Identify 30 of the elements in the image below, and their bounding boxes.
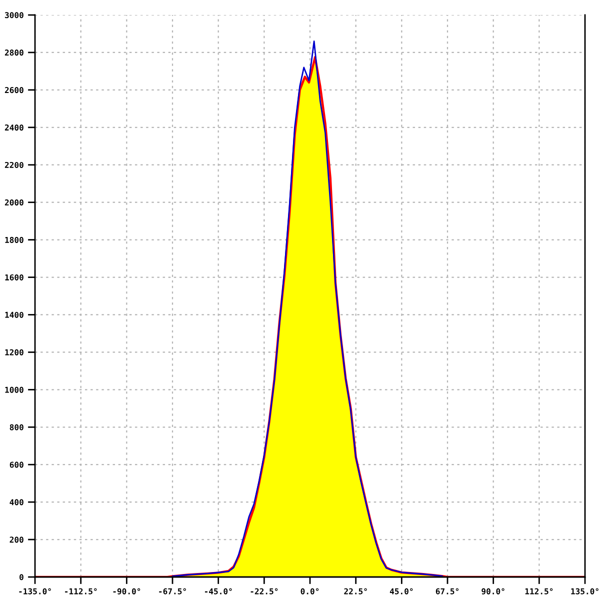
- x-tick-label: 90.0°: [482, 588, 504, 594]
- y-tick-label: 2600: [4, 87, 24, 94]
- y-tick-label: 2400: [4, 124, 24, 131]
- x-tick-label: -90.0°: [113, 588, 140, 594]
- x-tick-label: -135.0°: [19, 588, 51, 594]
- y-tick-label: 200: [10, 536, 24, 543]
- x-tick-label: -45.0°: [204, 588, 232, 594]
- y-tick-label: 1600: [5, 274, 24, 280]
- y-tick-label: 3000: [4, 12, 24, 18]
- x-tick-label: 45.0°: [390, 588, 413, 594]
- y-tick-label: 2200: [4, 162, 24, 168]
- y-tick-label: 1200: [5, 349, 24, 356]
- y-tick-label: 1000: [5, 386, 24, 393]
- x-tick-label: 112.5°: [525, 588, 553, 594]
- y-tick-label: 0: [20, 574, 24, 580]
- y-tick-label: 1400: [5, 312, 24, 318]
- x-tick-label: -22.5°: [250, 588, 278, 594]
- x-tick-label: 67.5°: [436, 588, 459, 594]
- line-series: [172, 40, 444, 577]
- x-tick-label: -67.5°: [159, 588, 186, 594]
- y-tick-label: 800: [10, 424, 24, 430]
- x-tick-label: -112.5°: [65, 588, 97, 594]
- y-tick-label: 2000: [4, 199, 24, 206]
- x-tick-label: 22.5°: [344, 588, 367, 594]
- x-tick-label: 0.0°: [300, 588, 319, 594]
- y-tick-label: 2800: [4, 50, 24, 56]
- y-tick-label: 400: [10, 499, 24, 506]
- y-tick-label: 600: [10, 462, 24, 468]
- x-tick-label: 135.0°: [571, 588, 598, 594]
- y-tick-label: 1800: [5, 236, 24, 243]
